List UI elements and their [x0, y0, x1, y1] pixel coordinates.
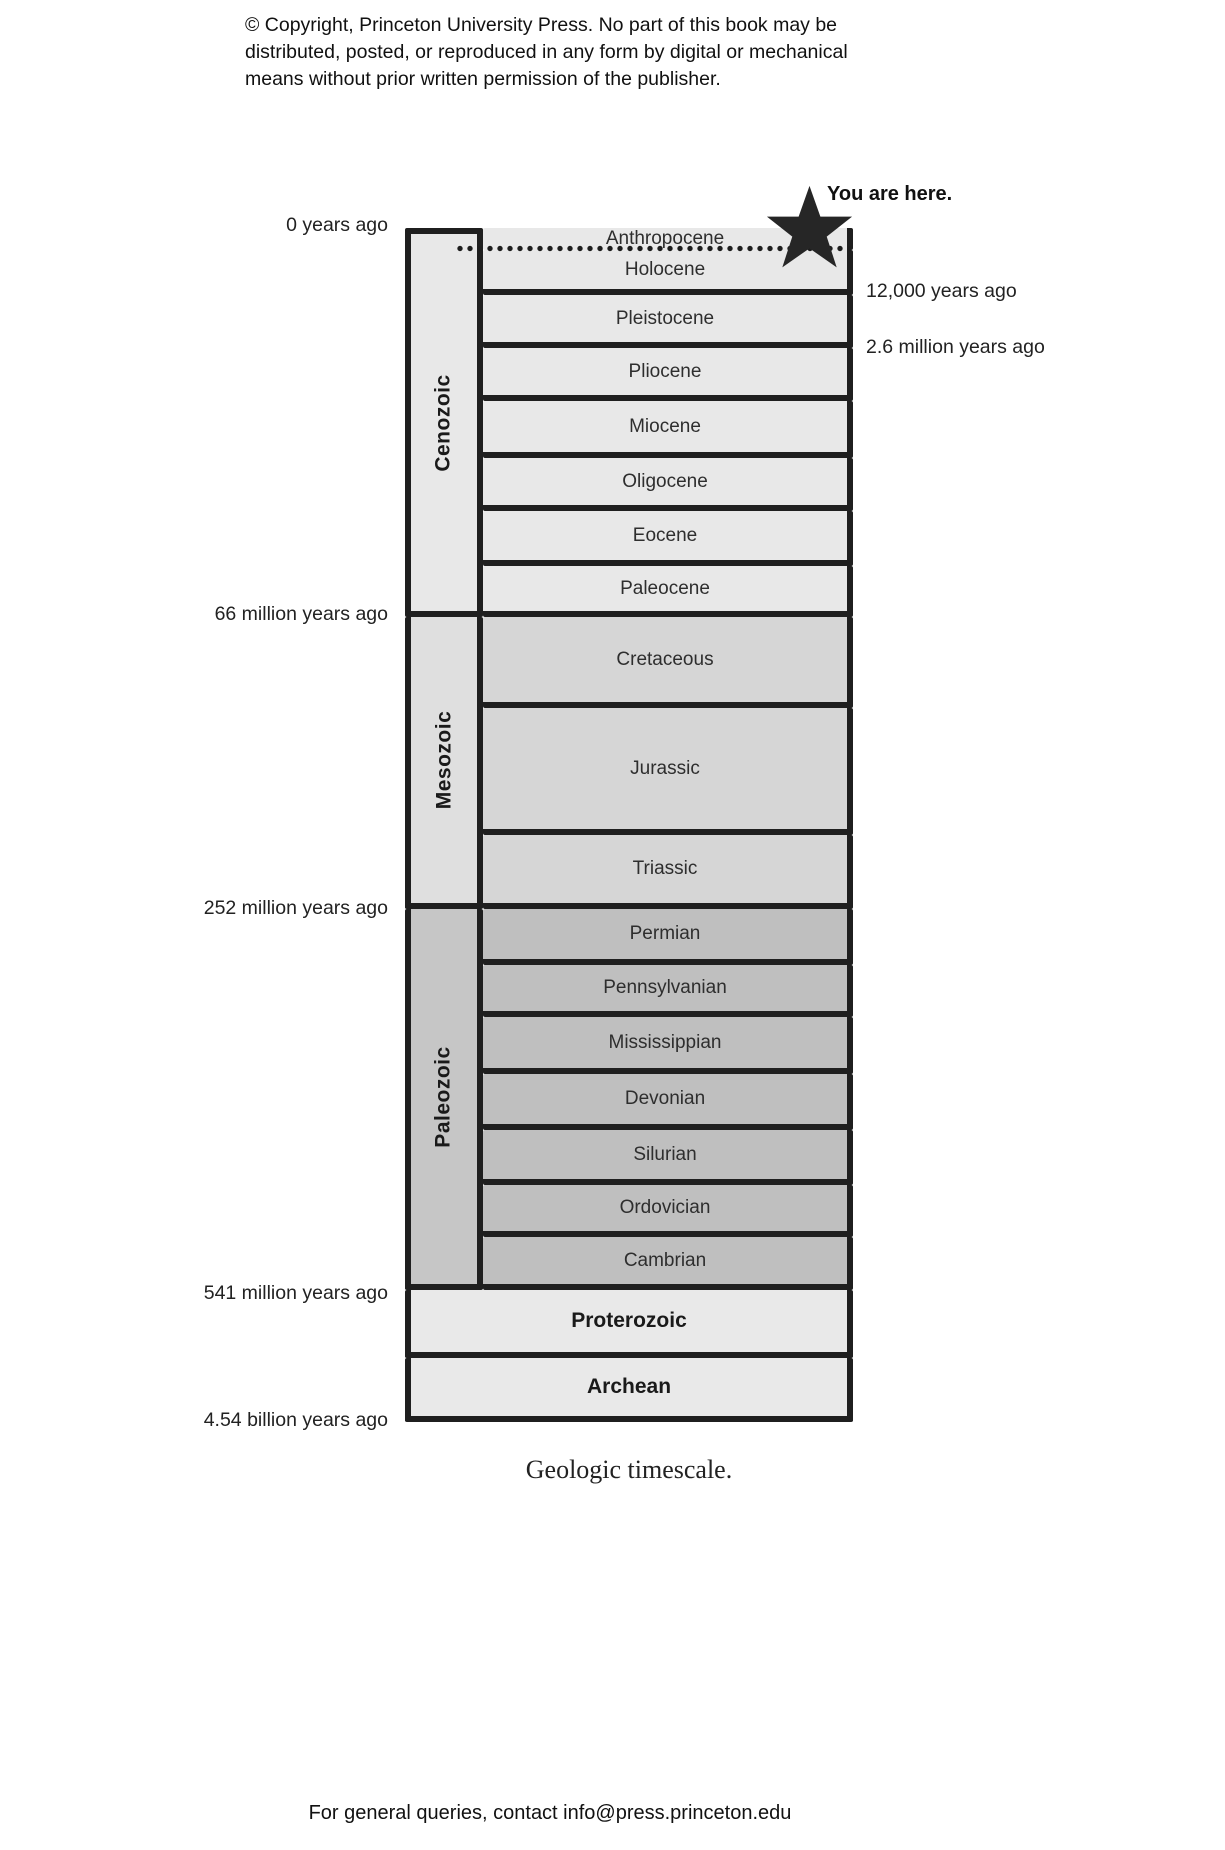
- period-label: Jurassic: [630, 757, 700, 779]
- period-row-oligocene: Oligocene: [483, 458, 853, 511]
- period-row-silurian: Silurian: [483, 1130, 853, 1185]
- footer-contact: For general queries, contact info@press.…: [308, 1802, 792, 1824]
- anthropocene-dotted-boundary: [455, 245, 851, 252]
- period-label: Oligocene: [622, 470, 708, 492]
- copyright-line: © Copyright, Princeton University Press.…: [245, 14, 838, 36]
- age-label-12000-years: 12,000 years ago: [866, 280, 1017, 302]
- period-label: Paleocene: [620, 577, 710, 599]
- copyright-line: means without prior written permission o…: [245, 68, 721, 90]
- era-label-paleozoic: Paleozoic: [432, 1045, 455, 1148]
- age-label-66-million: 66 million years ago: [214, 603, 388, 625]
- age-label-4-54-billion: 4.54 billion years ago: [203, 1409, 388, 1431]
- period-row-jurassic: Jurassic: [483, 708, 853, 835]
- you-are-here-label: You are here.: [827, 183, 953, 205]
- period-label: Cretaceous: [616, 648, 714, 670]
- period-label: Devonian: [624, 1088, 706, 1109]
- period-row-mississippian: Mississippian: [483, 1017, 853, 1074]
- period-row-eocene: Eocene: [483, 511, 853, 566]
- era-label-mesozoic: Mesozoic: [432, 710, 455, 810]
- period-row-ordovician: Ordovician: [483, 1185, 853, 1237]
- period-row-devonian: Devonian: [483, 1074, 853, 1130]
- period-row-pleistocene: Pleistocene: [483, 295, 853, 348]
- era-label-cenozoic: Cenozoic: [432, 373, 455, 472]
- copyright-line: distributed, posted, or reproduced in an…: [245, 41, 848, 63]
- era-box-paleozoic: Paleozoic: [405, 909, 483, 1290]
- period-label: Pleistocene: [615, 307, 715, 329]
- period-label: Cambrian: [623, 1249, 707, 1271]
- period-label: Anthropocene: [605, 228, 725, 249]
- age-label-252-million: 252 million years ago: [203, 897, 388, 919]
- eon-row-archean: Archean: [405, 1358, 853, 1422]
- age-label-2-6-million: 2.6 million years ago: [866, 336, 1045, 358]
- period-label: Silurian: [633, 1143, 697, 1165]
- period-label: Eocene: [632, 524, 698, 546]
- eon-row-proterozoic: Proterozoic: [405, 1290, 853, 1358]
- age-label-0-years: 0 years ago: [286, 214, 388, 236]
- period-label: Holocene: [624, 258, 706, 280]
- period-row-cambrian: Cambrian: [483, 1237, 853, 1290]
- period-label: Permian: [629, 923, 701, 944]
- period-label: Triassic: [632, 858, 698, 879]
- eon-label: Proterozoic: [571, 1309, 687, 1332]
- era-box-cenozoic: Cenozoic: [405, 228, 483, 617]
- period-row-permian: Permian: [483, 909, 853, 965]
- period-label: Pliocene: [628, 360, 702, 382]
- period-label: Ordovician: [619, 1197, 711, 1218]
- period-label: Mississippian: [608, 1031, 722, 1053]
- period-row-anthropocene: Anthropocene: [483, 228, 853, 250]
- age-label-541-million: 541 million years ago: [203, 1282, 388, 1304]
- eon-label: Archean: [586, 1375, 672, 1398]
- period-row-paleocene: Paleocene: [483, 566, 853, 617]
- era-box-mesozoic: Mesozoic: [405, 617, 483, 909]
- copyright-notice: © Copyright, Princeton University Press.…: [245, 12, 865, 93]
- period-row-triassic: Triassic: [483, 835, 853, 909]
- period-row-pennsylvanian: Pennsylvanian: [483, 965, 853, 1017]
- period-row-pliocene: Pliocene: [483, 348, 853, 401]
- figure-caption: Geologic timescale.: [525, 1455, 733, 1484]
- period-label: Pennsylvanian: [603, 977, 727, 998]
- period-row-miocene: Miocene: [483, 401, 853, 458]
- period-row-cretaceous: Cretaceous: [483, 617, 853, 708]
- period-label: Miocene: [629, 415, 701, 437]
- star-icon: [766, 185, 853, 268]
